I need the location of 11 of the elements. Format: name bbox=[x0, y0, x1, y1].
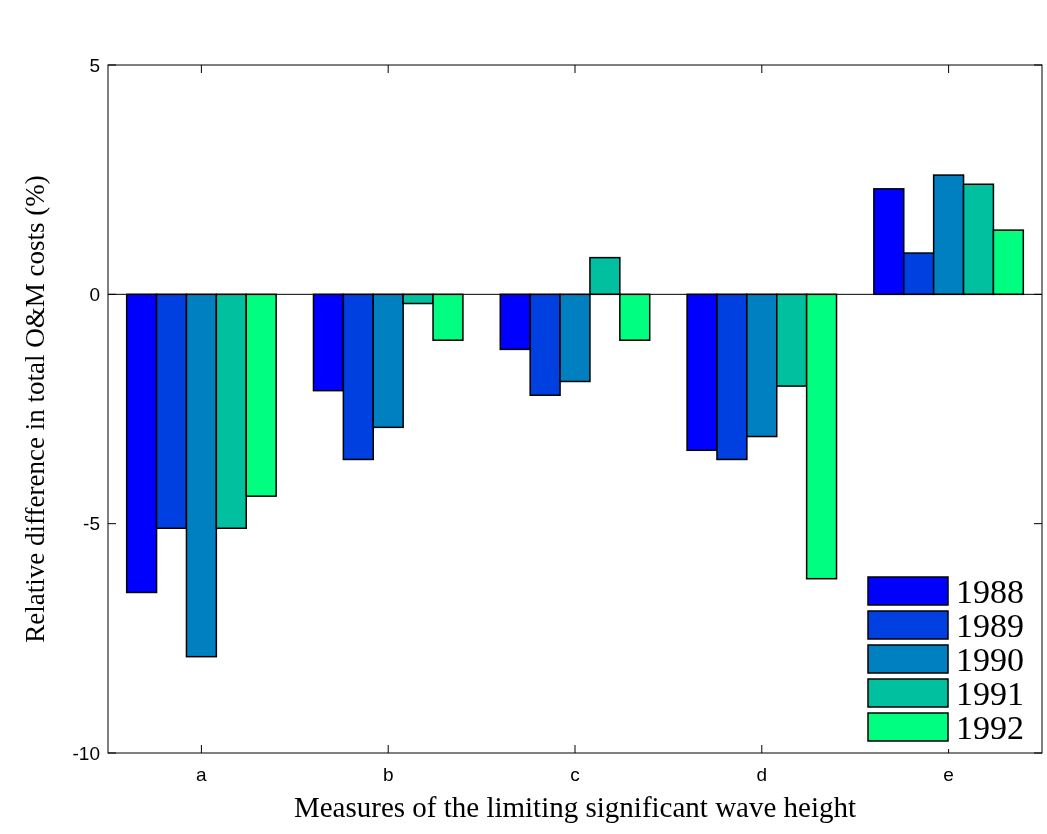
x-tick-label: a bbox=[196, 764, 208, 785]
y-axis-title: Relative difference in total O&M costs (%) bbox=[20, 175, 50, 643]
x-tick-label: d bbox=[756, 764, 768, 785]
x-axis-title: Measures of the limiting significant wave height bbox=[293, 791, 857, 823]
x-tick-label: c bbox=[570, 764, 580, 785]
x-tick-label: b bbox=[382, 764, 394, 785]
y-tick-label: -10 bbox=[72, 742, 100, 764]
y-tick-label: -5 bbox=[83, 513, 100, 535]
y-tick-label: 0 bbox=[89, 283, 100, 305]
x-tick-label: e bbox=[943, 764, 954, 785]
y-tick-label: 5 bbox=[89, 54, 100, 76]
